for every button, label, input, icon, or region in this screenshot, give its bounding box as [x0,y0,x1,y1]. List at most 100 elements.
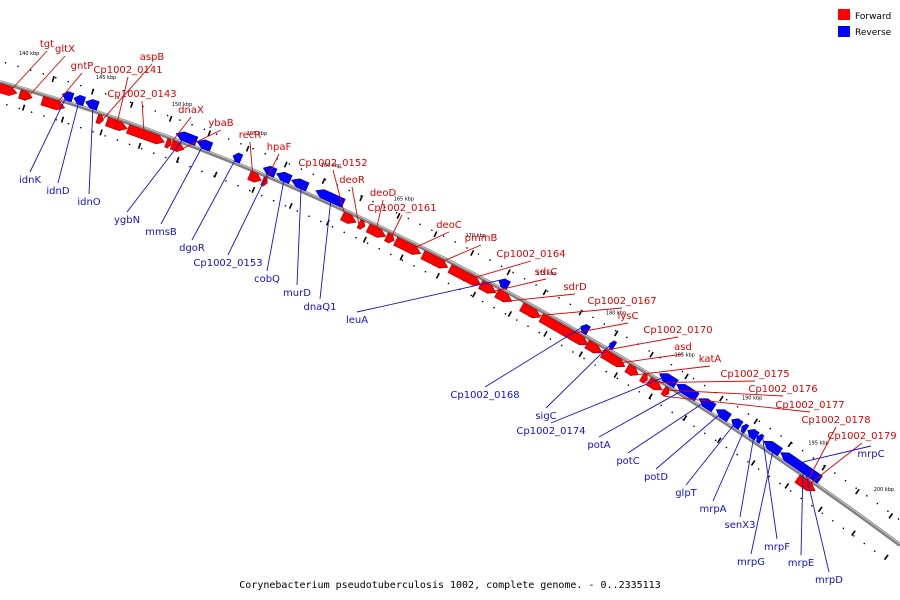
guide-dot [67,80,70,83]
guide-dot [671,411,673,414]
tick-dash [578,351,583,358]
tick-dash [288,202,293,210]
reverse-label-10-leader [356,278,507,313]
guide-dot [215,133,218,135]
reverse-label-3-leader [126,132,189,213]
reverse-gene-8 [290,178,310,192]
guide-dot [191,123,193,126]
guide-dot [855,487,857,490]
guide-dot [252,147,254,150]
guide-dot [681,370,684,373]
forward-label-6: dnaX [178,105,204,116]
forward-label-20: lysC [618,311,639,322]
guide-dot [779,482,781,485]
reverse-gene-15 [698,398,717,413]
guide-dot [203,128,206,131]
tick-dash [543,330,548,337]
tick-dash [684,373,689,380]
kbp-label: 160 kbp [321,163,341,169]
reverse-label-23: mrpD [815,575,843,586]
tick-dash [362,236,367,243]
guide-dot [692,377,695,380]
guide-dot [413,265,415,267]
guide-dot [225,180,227,182]
guide-dot [489,259,491,261]
tick-dash [506,269,511,276]
reverse-label-18-leader [712,423,748,502]
forward-label-28: Cp1002_0179 [827,431,896,442]
forward-label-12: deoD [370,188,397,199]
guide-dot [648,350,650,352]
guide-dot [117,97,119,99]
forward-label-23-leader [629,365,711,376]
reverse-gene-9 [315,189,346,208]
kbp-label: 145 kbp [96,75,116,81]
tick-dash [471,291,477,298]
reverse-label-16: potD [644,472,668,483]
guide-dot [538,331,541,334]
guide-dot [560,344,563,347]
guide-dot [395,211,398,214]
forward-label-17: sdrC [535,267,558,278]
tick-dash [433,231,438,238]
reverse-gene-16 [715,409,732,423]
guide-dot [512,271,514,274]
guide-dot [789,490,792,492]
guide-dot [6,103,8,106]
guide-dot [693,425,695,428]
guide-dot [447,282,450,285]
reverse-label-4-leader [160,139,207,225]
guide-dot [128,143,131,146]
forward-label-21: Cp1002_0170 [643,325,712,336]
guide-dot [54,76,57,79]
guide-dot [801,449,804,452]
kbp-label: 155 kbp [247,131,267,137]
tick-dash [137,142,142,149]
forward-label-11: deoR [339,175,365,186]
guide-dot [104,93,107,95]
reverse-label-13: Cp1002_0174 [516,426,585,437]
guide-dot [603,323,606,325]
tick-dash [753,418,759,425]
reverse-label-9-leader [319,192,333,300]
guide-dot [515,319,518,321]
forward-label-2: gntP [71,61,94,72]
reverse-label-8: murD [283,288,311,299]
forward-label-10: Cp1002_0152 [298,158,367,169]
forward-gene-3 [95,113,104,125]
forward-swatch [838,9,850,20]
guide-dot [500,265,503,268]
reverse-label-2: idnO [77,197,100,208]
reverse-label-10: leuA [346,315,368,326]
guide-dot [104,135,106,137]
tick-dash [682,415,688,422]
forward-label-17-leader [485,278,547,294]
guide-dot [401,259,404,261]
guide-dot [811,504,813,507]
tick-dash [750,459,756,466]
reverse-label-23-leader [802,461,830,573]
guide-dot [79,84,82,87]
tick-dash [614,330,619,337]
guide-dot [320,220,322,223]
guide-dot [284,204,287,207]
gene-labels: tgt gltX gntP aspB Cp1002_0141 Cp1002_0143dna… [5,39,897,586]
guide-dot [572,351,574,353]
kbp-label: 140 kbp [19,51,39,57]
forward-label-24-leader [641,380,756,384]
guide-dot [583,357,585,360]
reverse-label-0-leader [29,91,70,173]
forward-label-8-leader [249,141,254,183]
guide-dot [4,61,7,64]
kbp-label: 195 kbp [808,441,828,447]
guide-dot [179,119,181,121]
guide-dot [535,284,537,286]
forward-label-2-leader [51,72,83,110]
guide-dot [355,236,357,239]
forward-label-9: hpaF [267,142,292,153]
forward-label-13: Cp1002_0161 [367,203,436,214]
reverse-label-5: dgoR [179,243,205,254]
reverse-label-7-leader [266,171,286,272]
reverse-gene-4 [196,139,214,152]
